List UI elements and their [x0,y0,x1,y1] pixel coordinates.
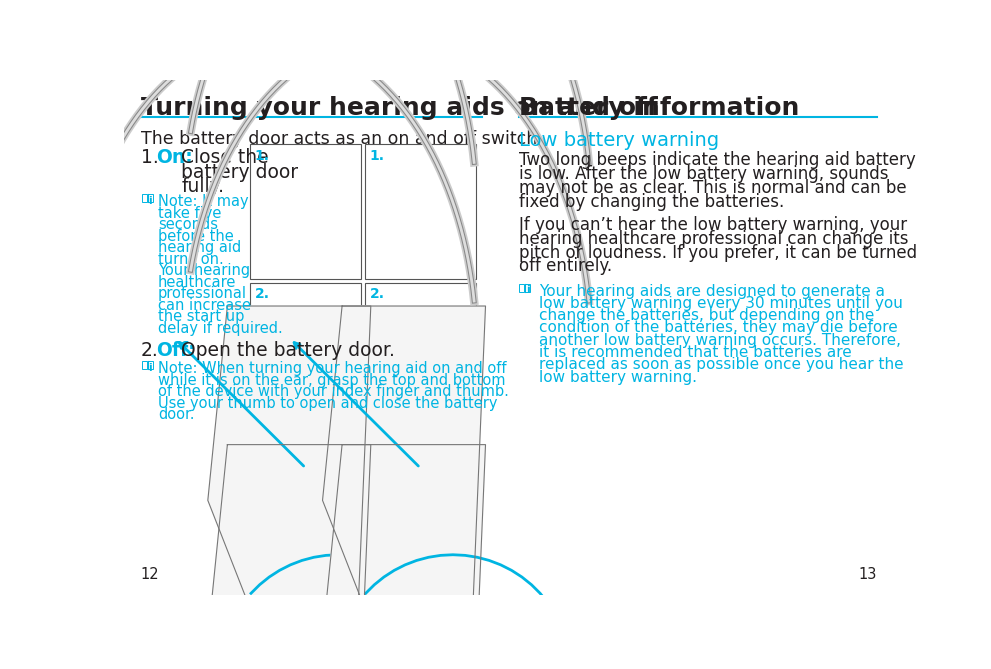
Polygon shape [208,306,371,617]
Text: condition of the batteries, they may die before: condition of the batteries, they may die… [539,320,898,335]
Text: If you can’t hear the low battery warning, your: If you can’t hear the low battery warnin… [519,216,907,233]
Text: i: i [525,286,529,296]
Text: hearing healthcare professional can change its: hearing healthcare professional can chan… [519,229,909,248]
Text: battery door: battery door [181,163,298,182]
Text: 2.: 2. [141,341,159,360]
Text: i: i [149,363,152,373]
Text: healthcare: healthcare [158,274,236,290]
Text: Battery information: Battery information [519,96,800,120]
Text: delay if required.: delay if required. [158,320,282,336]
Text: Off:: Off: [157,341,196,360]
Text: another low battery warning occurs. Therefore,: another low battery warning occurs. Ther… [539,332,901,348]
Text: of the device with your index finger and thumb.: of the device with your index finger and… [158,384,508,399]
Text: is low. After the low battery warning, sounds: is low. After the low battery warning, s… [519,165,889,183]
Text: 13: 13 [859,567,877,581]
Bar [365,283,476,417]
Text: On:: On: [157,148,193,167]
Text: door.: door. [158,407,194,422]
Text: Your hearing aids are designed to generate a: Your hearing aids are designed to genera… [539,284,885,298]
Bar [148,194,153,202]
Polygon shape [322,445,486,669]
Bar [250,283,361,417]
Polygon shape [322,306,486,617]
Text: Note: When turning your hearing aid on and off: Note: When turning your hearing aid on a… [158,361,506,376]
Text: pitch or loudness. If you prefer, it can be turned: pitch or loudness. If you prefer, it can… [519,244,918,262]
Polygon shape [208,445,371,669]
Text: Use your thumb to open and close the battery: Use your thumb to open and close the bat… [158,395,497,411]
Text: turns on.: turns on. [158,252,224,267]
Text: it is recommended that the batteries are: it is recommended that the batteries are [539,345,852,360]
Text: 1.: 1. [255,149,270,163]
Text: 2.: 2. [370,288,385,302]
Text: fully.: fully. [181,177,224,196]
Bar [519,284,524,292]
Bar [365,145,476,279]
Text: while it is on the ear, grasp the top and bottom: while it is on the ear, grasp the top an… [158,373,505,388]
Text: The battery door acts as an on and off switch.: The battery door acts as an on and off s… [141,130,543,148]
Bar [525,284,530,292]
Text: Two long beeps indicate the hearing aid battery: Two long beeps indicate the hearing aid … [519,151,916,169]
Text: may not be as clear. This is normal and can be: may not be as clear. This is normal and … [519,179,907,197]
Text: Close the: Close the [181,148,269,167]
Text: 1.: 1. [370,149,385,163]
Bar [143,361,148,369]
Text: 2.: 2. [255,288,270,302]
Bar [250,145,361,279]
Bar [143,194,148,202]
Text: replaced as soon as possible once you hear the: replaced as soon as possible once you he… [539,357,904,372]
Text: Note: It may: Note: It may [158,194,249,209]
Text: hearing aid: hearing aid [158,240,241,255]
Text: change the batteries, but depending on the: change the batteries, but depending on t… [539,308,875,323]
Text: seconds: seconds [158,217,218,232]
Text: 1.: 1. [141,148,159,167]
Text: fixed by changing the batteries.: fixed by changing the batteries. [519,193,784,211]
Text: take five: take five [158,206,221,221]
Text: before the: before the [158,229,234,244]
Text: 12: 12 [141,567,160,581]
Text: off entirely.: off entirely. [519,258,612,276]
Text: Turning your hearing aids on and off: Turning your hearing aids on and off [141,96,658,120]
Bar [148,361,153,369]
Text: Open the battery door.: Open the battery door. [181,341,395,360]
Text: professional: professional [158,286,247,301]
Text: Your hearing: Your hearing [158,263,250,278]
Text: i: i [149,196,152,206]
Text: the start up: the start up [158,309,245,324]
Text: low battery warning.: low battery warning. [539,369,698,385]
Text: can increase: can increase [158,298,251,312]
Text: Low battery warning: Low battery warning [519,131,719,150]
Text: low battery warning every 30 minutes until you: low battery warning every 30 minutes unt… [539,296,903,311]
